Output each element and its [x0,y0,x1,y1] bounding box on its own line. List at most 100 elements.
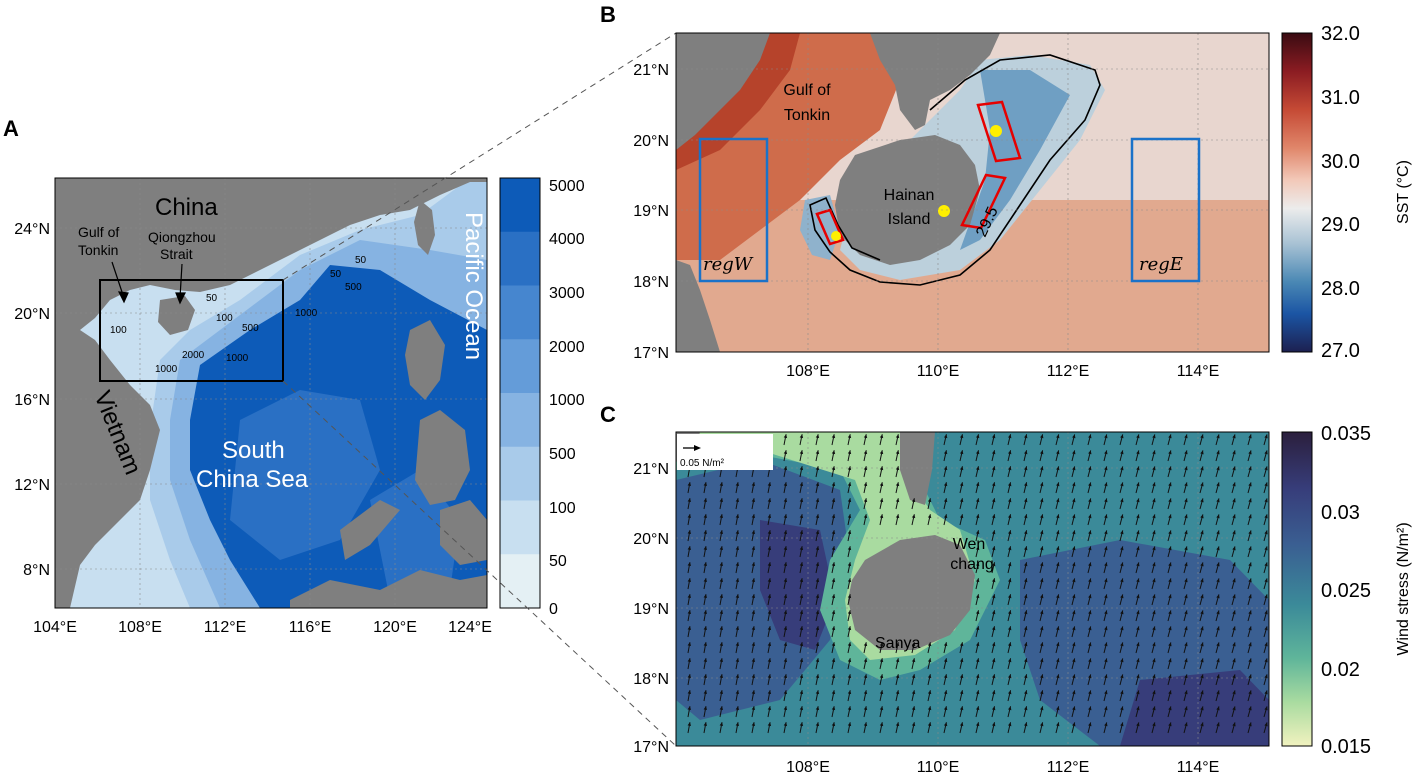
wind-vector-head [959,482,964,487]
wind-vector-head [975,690,980,695]
wind-vector-head [1040,642,1044,647]
wind-vector-head [815,610,820,615]
wind-vector-head [1136,530,1140,535]
wind-vector-head [1184,530,1188,535]
wind-vector-head [703,626,708,631]
wind-vector-head [783,434,788,439]
wind-vector-head [975,546,980,551]
lat-tick: 18°N [633,274,669,291]
wind-vector-head [1008,578,1012,583]
panel-a-grid [55,178,487,608]
wind-vector-head [1072,546,1076,551]
wind-vector-head [815,626,820,631]
wind-vector-head [991,674,996,679]
wind-vector-head [879,482,884,487]
wind-vector-head [687,706,692,711]
wind-vector-head [1072,578,1076,583]
wind-vector-head [815,434,820,439]
wind-vector-head [1200,450,1204,455]
wind-vector-head [799,514,804,519]
wind-scale-label: 0.05 N/m² [680,458,725,469]
wind-vector-head [767,594,772,599]
wind-vector-head [1264,530,1268,535]
wind-vector-head [1008,594,1012,599]
wind-vector-head [719,514,724,519]
panel-a-map: China Gulf of Tonkin Qiongzhou Strait 50… [55,178,487,608]
cbar-tick: 29.0 [1321,214,1360,236]
wind-vector-head [1072,706,1076,711]
wind-vector-head [1056,626,1060,631]
wind-vector-head [1088,482,1092,487]
wind-vector-head [1120,530,1124,535]
wind-vector-head [1024,482,1028,487]
wind-vector-head [863,450,868,455]
wind-vector-head [1040,626,1044,631]
wind-vector-head [975,450,980,455]
wind-vector-head [703,482,708,487]
wind-vector-head [1248,626,1252,631]
wind-vector-head [1136,482,1140,487]
wind-vector-head [975,626,980,631]
wind-vector-head [1088,690,1092,695]
wind-vector-head [1072,514,1076,519]
wind-vector-head [1040,514,1044,519]
wind-vector-head [959,498,964,503]
wind-vector-head [1056,546,1060,551]
wind-vector-head [991,482,996,487]
wind-vector-head [1088,674,1092,679]
wind-vector-head [799,450,804,455]
wind-vector-head [1088,562,1092,567]
wind-vector-head [767,626,772,631]
wind-vector-head [1008,450,1012,455]
wind-vector-head [1040,434,1044,439]
panel-b-lat-ticks: 21°N 20°N 19°N 18°N 17°N [633,62,669,362]
wind-vector-head [1152,578,1156,583]
wind-vector-head [943,514,948,519]
lon-tick: 110°E [917,363,960,380]
wind-vector-head [751,482,756,487]
wind-vector-head [1168,562,1172,567]
wind-vector-head [815,578,820,583]
wind-vector-head [783,610,788,615]
wind-vector-head [927,658,932,663]
wind-vector-head [959,642,964,647]
wind-vector-head [703,706,708,711]
wind-vector-head [1088,434,1092,439]
panel-c-colorbar: 0.035 0.03 0.025 0.02 0.015 Wind stress … [1281,423,1412,758]
wind-vector-head [1152,642,1156,647]
wind-vector-head [1232,562,1236,567]
wind-vector-head [975,642,980,647]
wind-vector-head [991,498,996,503]
label-gulf-b-line2: Tonkin [784,107,830,124]
wind-vector-head [735,658,740,663]
wind-vector-head [1232,498,1236,503]
wind-vector-head [1216,722,1220,727]
wind-vector-head [863,722,868,727]
wind-vector-head [831,434,836,439]
wind-vector-head [831,610,836,615]
wind-vector-head [1264,642,1268,647]
cbar-tick: 50 [549,553,567,570]
wind-vector-head [1248,482,1252,487]
lon-tick: 114°E [1177,759,1220,776]
wind-vector-head [1168,706,1172,711]
wind-vector-head [1024,674,1028,679]
wind-vector-head [783,626,788,631]
wind-vector-head [975,658,980,663]
wind-vector-head [943,658,948,663]
wind-vector-head [1120,690,1124,695]
wind-vector-head [735,514,740,519]
wind-vector-head [831,594,836,599]
wind-vector-head [1264,658,1268,663]
wind-vector-head [975,514,980,519]
wind-vector-head [767,642,772,647]
wind-vector-head [863,466,868,471]
wind-vector-head [1232,594,1236,599]
wind-vector-head [1184,674,1188,679]
wind-vector-head [1248,562,1252,567]
wind-vector-head [1056,594,1060,599]
depth-label: 50 [355,255,367,266]
wind-vector-head [1216,610,1220,615]
wind-vector-head [1008,642,1012,647]
wind-vector-head [1120,578,1124,583]
